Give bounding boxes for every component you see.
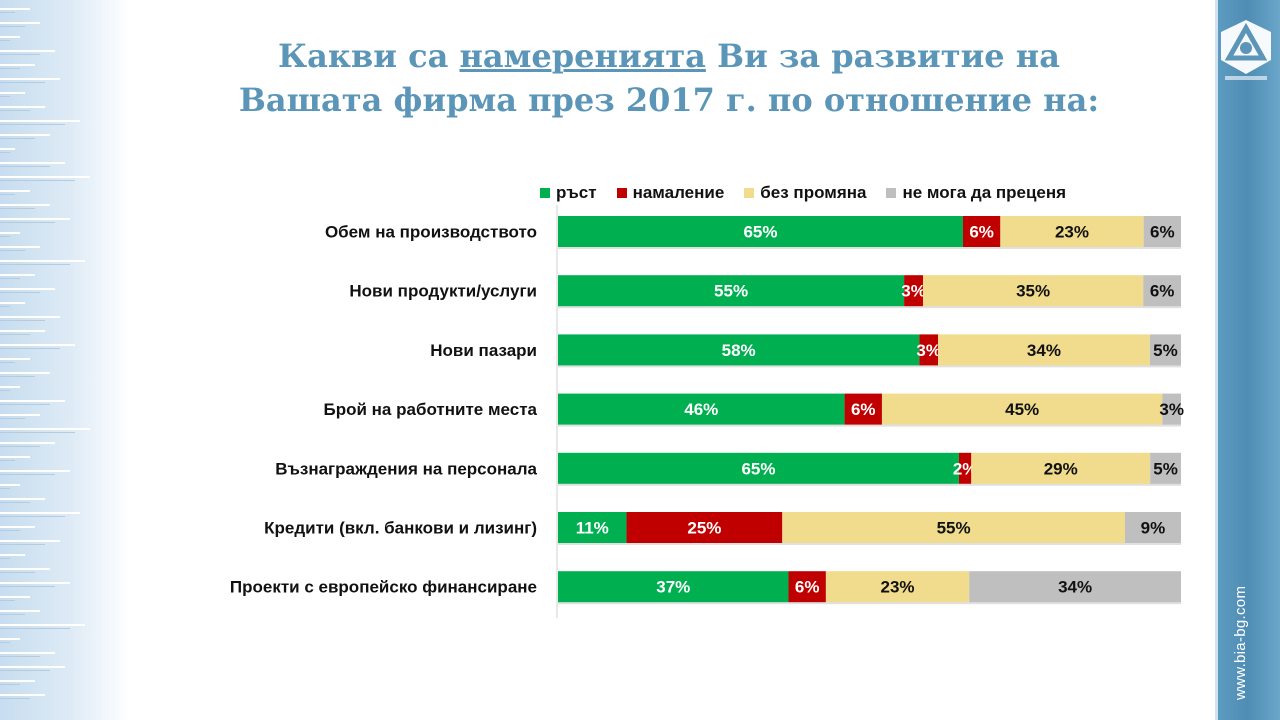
data-label: 6%	[851, 400, 876, 419]
bar-segment	[1124, 512, 1181, 543]
category-label: Кредити (вкл. банкови и лизинг)	[264, 519, 537, 538]
data-label: 6%	[1150, 282, 1175, 301]
slide-title: Какви са намеренията Ви за развитие на В…	[130, 34, 1208, 122]
legend-swatch	[744, 188, 755, 198]
data-label: 35%	[1016, 282, 1050, 301]
data-label: 37%	[656, 578, 690, 597]
data-label: 25%	[687, 519, 721, 538]
title-line2: Вашата фирма през 2017 г. по отношение н…	[238, 81, 1100, 119]
legend-item: не мога да преценя	[886, 183, 1066, 203]
bar-segment	[844, 393, 882, 425]
category-label: Нови пазари	[430, 341, 537, 360]
data-label: 55%	[714, 282, 748, 301]
data-label: 34%	[1027, 341, 1061, 360]
bar-segment	[825, 571, 970, 603]
bar-segment	[558, 216, 963, 247]
data-label: 6%	[1150, 223, 1175, 242]
data-label: 3%	[901, 282, 926, 301]
data-label: 2%	[953, 459, 978, 478]
bar-shadow	[558, 365, 1181, 368]
bar-segment	[1150, 452, 1181, 484]
bar-segment	[558, 512, 627, 543]
bar-shadow	[558, 306, 1181, 309]
data-label: 3%	[916, 341, 941, 360]
bar-segment	[558, 334, 920, 366]
bar-segment	[969, 571, 1181, 603]
right-side-bar	[1215, 0, 1280, 720]
bar-segment	[626, 512, 783, 543]
bar-segment	[971, 452, 1151, 484]
left-decoration	[0, 0, 130, 720]
bar-segment	[881, 393, 1163, 425]
legend-label: без промяна	[760, 183, 867, 202]
stacked-bar-chart: Обем на производството 65% 6% 23% 6% Нови про…	[230, 205, 1184, 618]
data-label: 46%	[684, 400, 718, 419]
legend-swatch	[540, 188, 550, 198]
bar-segment	[1143, 275, 1181, 307]
legend-item: ръст	[540, 183, 597, 203]
category-label: Проекти с европейско финансиране	[230, 578, 537, 597]
data-label: 65%	[743, 223, 777, 242]
legend-label: не мога да преценя	[902, 183, 1067, 202]
chart-legend: ръст намаление без промяна не мога да преце…	[540, 182, 1066, 204]
title-line1-post: Ви за развитие на	[705, 37, 1060, 75]
data-label: 58%	[722, 341, 756, 360]
bia-logo-icon	[1221, 20, 1271, 80]
data-label: 6%	[795, 578, 820, 597]
data-label: 11%	[576, 519, 609, 538]
data-label: 65%	[741, 459, 775, 478]
data-label: 5%	[1153, 459, 1178, 478]
data-label: 3%	[1159, 400, 1184, 419]
data-label: 9%	[1141, 519, 1166, 538]
bar-segment	[1162, 393, 1181, 425]
bar-shadow	[558, 247, 1181, 249]
legend-label: намаление	[632, 183, 725, 202]
bar-segment	[962, 216, 1001, 247]
data-label: 23%	[881, 578, 915, 597]
legend-swatch	[886, 188, 897, 198]
bar-shadow	[558, 602, 1181, 605]
data-label: 34%	[1058, 578, 1092, 597]
bar-segment	[558, 571, 789, 603]
bar-segment	[558, 275, 905, 307]
bar-segment	[904, 275, 923, 307]
bar-segment	[782, 512, 1125, 543]
bar-segment	[558, 452, 959, 484]
title-underlined-word: намеренията	[459, 37, 706, 75]
bar-shadow	[558, 424, 1181, 427]
site-url: www.bia-bg.com	[1232, 585, 1249, 700]
legend-item: намаление	[616, 183, 725, 203]
bar-segment	[958, 452, 972, 484]
data-label: 6%	[969, 223, 994, 242]
legend-item: без промяна	[744, 183, 866, 203]
bar-segment	[1149, 334, 1181, 366]
data-label: 29%	[1044, 459, 1078, 478]
bar-segment	[558, 393, 845, 425]
category-label: Възнаграждения на персонала	[275, 459, 537, 478]
data-label: 5%	[1153, 341, 1178, 360]
bar-segment	[938, 334, 1150, 366]
data-label: 45%	[1005, 400, 1039, 419]
data-label: 55%	[937, 519, 971, 538]
bar-segment	[922, 275, 1144, 307]
bar-segment	[1143, 216, 1181, 247]
category-label: Нови продукти/услуги	[349, 282, 537, 301]
title-line1-pre: Какви са	[278, 37, 460, 75]
legend-swatch	[616, 188, 627, 198]
bar-segment	[788, 571, 826, 603]
bar-shadow	[558, 483, 1181, 486]
data-label: 23%	[1055, 223, 1089, 242]
category-label: Обем на производството	[325, 223, 537, 242]
bar-shadow	[558, 543, 1181, 545]
bar-segment	[919, 334, 939, 366]
legend-label: ръст	[556, 183, 597, 202]
category-label: Брой на работните места	[324, 400, 538, 419]
bar-segment	[1000, 216, 1144, 247]
